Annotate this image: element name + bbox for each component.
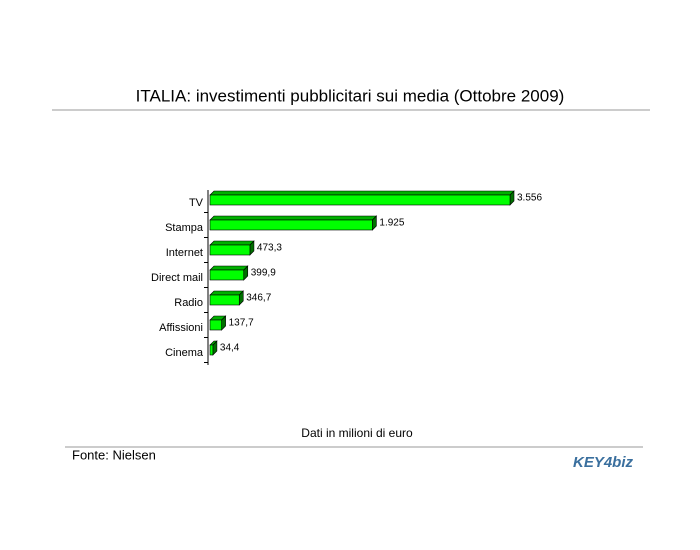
category-label: Radio <box>174 297 203 309</box>
category-label: Stampa <box>165 222 204 234</box>
bar-top <box>209 190 515 196</box>
bar <box>209 269 245 281</box>
category-label: Cinema <box>165 347 204 359</box>
bar-top <box>209 290 244 296</box>
category-label: Affissioni <box>159 322 203 334</box>
bar <box>209 219 373 231</box>
category-label: Direct mail <box>151 272 203 284</box>
bar <box>209 319 222 331</box>
category-label: Internet <box>166 247 203 259</box>
bar <box>209 344 214 356</box>
value-label: 34,4 <box>220 343 240 354</box>
value-label: 1.925 <box>379 218 404 229</box>
source: Fonte: Nielsen <box>72 447 156 462</box>
value-label: 473,3 <box>257 243 282 254</box>
value-label: 3.556 <box>517 193 542 204</box>
bar-top <box>209 240 255 246</box>
category-label: TV <box>189 197 204 209</box>
bar <box>209 294 240 306</box>
value-label: 399,9 <box>251 268 276 279</box>
bar-top <box>209 215 378 221</box>
logo: KEY4biz <box>573 454 634 471</box>
bar-top <box>209 265 249 271</box>
value-label: 346,7 <box>246 293 271 304</box>
note: Dati in milioni di euro <box>301 426 413 440</box>
chart-title: ITALIA: investimenti pubblicitari sui me… <box>136 86 565 105</box>
bar <box>209 244 251 256</box>
bar <box>209 194 511 206</box>
value-label: 137,7 <box>229 318 254 329</box>
